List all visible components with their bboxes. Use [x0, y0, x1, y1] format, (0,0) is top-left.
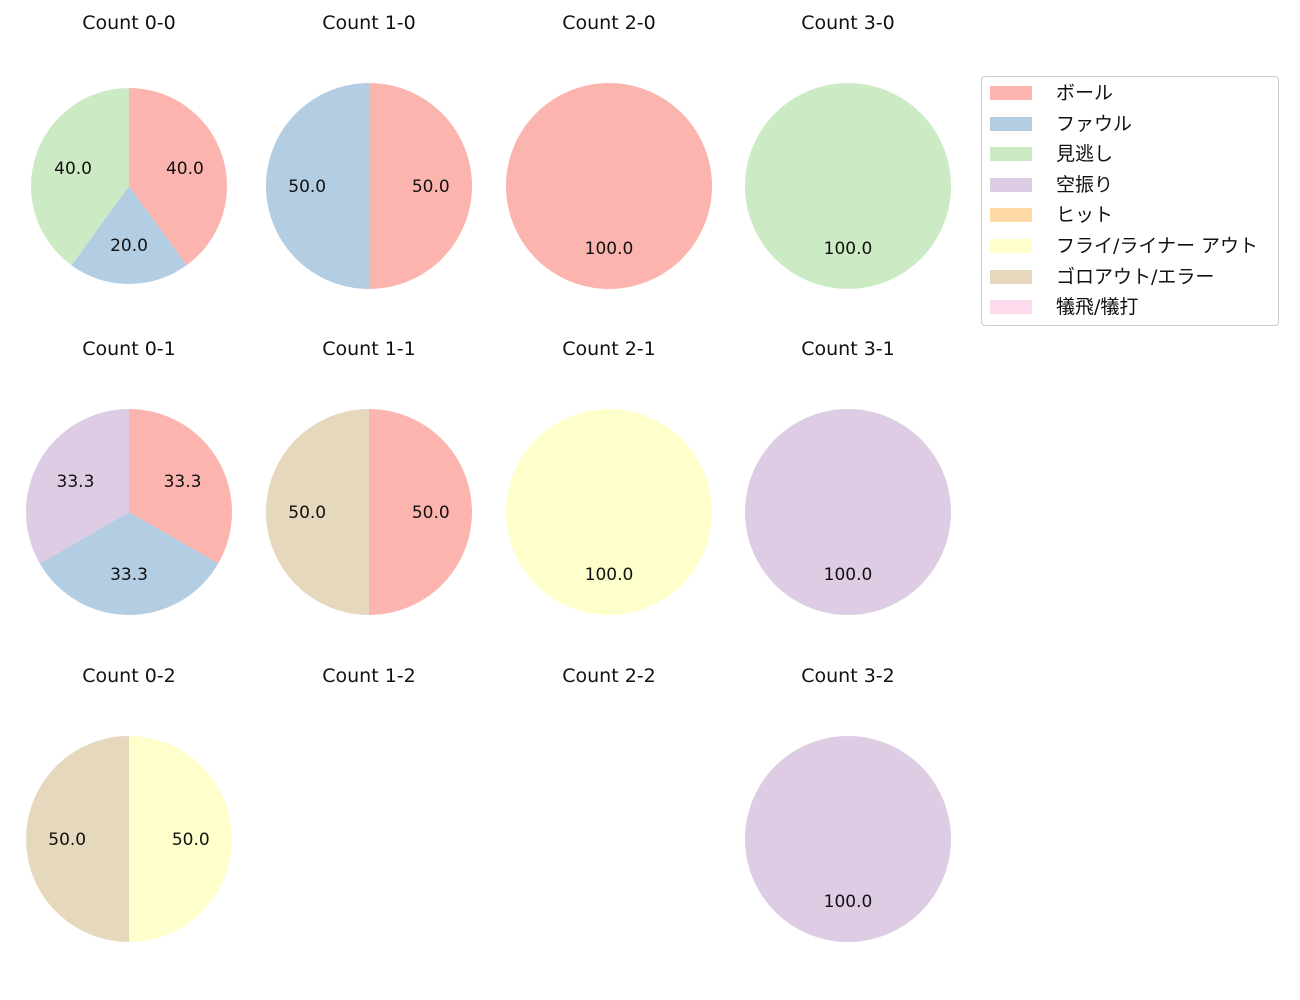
- pie-count-3-1: Count 3-1 100.0: [745, 338, 951, 615]
- pie-title: Count 2-0: [562, 12, 656, 34]
- legend-swatch: [990, 86, 1032, 100]
- pie-slice: [745, 409, 951, 615]
- pie-title: Count 3-2: [801, 665, 895, 687]
- pie-slice: [266, 83, 369, 289]
- pie-count-0-1: Count 0-1 33.3 33.3 33.3: [26, 338, 232, 615]
- slice-label: 20.0: [110, 236, 148, 256]
- pie-title: Count 1-0: [322, 12, 416, 34]
- legend-label: フライ/ライナー アウト: [1056, 235, 1259, 257]
- pie-slice: [129, 409, 232, 564]
- legend-swatch: [990, 300, 1032, 315]
- pie-slice: [71, 186, 187, 285]
- slice-label: 33.3: [164, 472, 202, 492]
- pie-count-3-2: Count 3-2 100.0: [745, 665, 951, 942]
- pie-slice: [31, 88, 129, 266]
- legend-swatch: [990, 269, 1032, 284]
- legend-label: ゴロアウト/エラー: [1056, 265, 1215, 288]
- pie-slice: [745, 736, 951, 942]
- legend-label: ヒット: [1056, 204, 1114, 227]
- pie-count-1-1: Count 1-1 50.0 50.0: [266, 338, 472, 615]
- pie-slice: [506, 83, 712, 289]
- slice-label: 33.3: [57, 472, 95, 492]
- pie-count-0-0: Count 0-0 40.0 20.0 40.0: [31, 12, 227, 285]
- pie-title: Count 0-0: [82, 12, 176, 34]
- pie-slice: [129, 88, 227, 266]
- slice-label: 40.0: [54, 159, 92, 179]
- legend-label: 犠飛/犠打: [1056, 296, 1139, 319]
- pie-title: Count 0-2: [82, 665, 176, 687]
- slice-label: 33.3: [110, 565, 148, 585]
- slice-label: 50.0: [288, 503, 326, 523]
- pie-slice: [39, 512, 219, 615]
- legend-label: 見逃し: [1056, 143, 1114, 166]
- pie-slice: [266, 409, 369, 615]
- slice-label: 50.0: [48, 830, 86, 850]
- pie-count-1-0: Count 1-0 50.0 50.0: [266, 12, 472, 289]
- pie-title: Count 0-1: [82, 338, 176, 360]
- pie-count-2-2: Count 2-2: [562, 665, 656, 687]
- legend-swatch: [990, 177, 1032, 192]
- slice-label: 100.0: [824, 239, 873, 259]
- legend-swatch: [990, 147, 1032, 162]
- pie-slice: [369, 83, 472, 289]
- slice-label: 40.0: [166, 159, 204, 179]
- slice-label: 50.0: [412, 503, 450, 523]
- pie-slice: [129, 736, 232, 942]
- pie-count-0-2: Count 0-2 50.0 50.0: [26, 665, 232, 942]
- pie-count-1-2: Count 1-2: [322, 665, 416, 687]
- pie-title: Count 3-0: [801, 12, 895, 34]
- legend-label: 空振り: [1056, 173, 1114, 196]
- legend-swatch: [990, 116, 1032, 131]
- pie-count-2-0: Count 2-0 100.0: [506, 12, 712, 289]
- legend-swatch: [990, 239, 1032, 253]
- pie-title: Count 2-1: [562, 338, 656, 360]
- pie-title: Count 3-1: [801, 338, 895, 360]
- pie-title: Count 1-1: [322, 338, 416, 360]
- pie-slice: [26, 736, 129, 942]
- legend-swatch: [990, 208, 1032, 223]
- slice-label: 100.0: [585, 239, 634, 259]
- slice-label: 50.0: [172, 830, 210, 850]
- pie-slice: [506, 409, 712, 615]
- pie-slice: [745, 83, 951, 289]
- legend: ボールファウル見逃し空振りヒットフライ/ライナー アウト ゴロアウト/エラー 犠飛/…: [981, 76, 1279, 326]
- legend-label: ボール: [1056, 82, 1114, 104]
- legend-label: ファウル: [1056, 112, 1133, 135]
- pie-slice: [369, 409, 472, 615]
- pie-count-3-0: Count 3-0 100.0: [745, 12, 951, 289]
- slice-label: 100.0: [824, 892, 873, 912]
- pie-title: Count 1-2: [322, 665, 416, 687]
- pie-count-2-1: Count 2-1 100.0: [506, 338, 712, 615]
- slice-label: 100.0: [824, 565, 873, 585]
- slice-label: 50.0: [412, 177, 450, 197]
- slice-label: 50.0: [288, 177, 326, 197]
- pie-slice: [26, 409, 130, 564]
- slice-label: 100.0: [585, 565, 634, 585]
- pie-title: Count 2-2: [562, 665, 656, 687]
